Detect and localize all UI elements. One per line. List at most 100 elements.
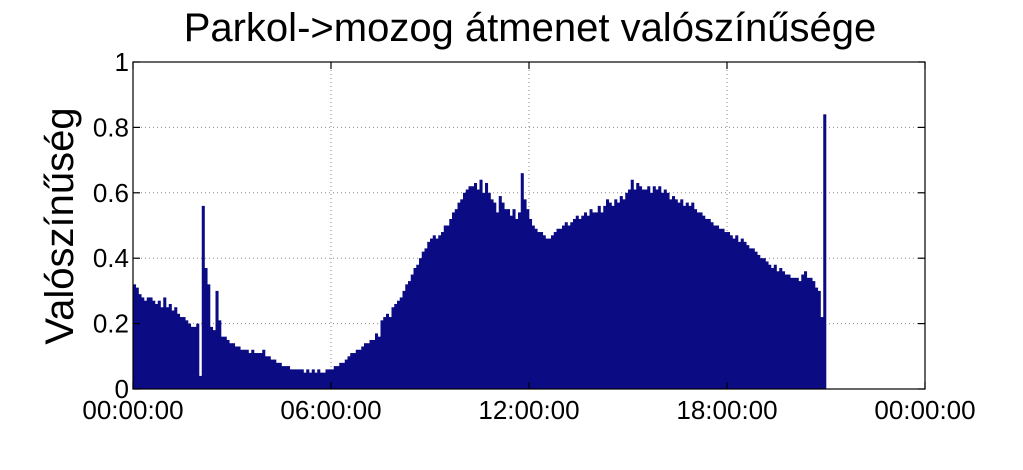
bar <box>581 215 585 389</box>
bar <box>243 349 247 389</box>
bar <box>281 366 285 389</box>
bar <box>680 199 684 389</box>
bar <box>663 189 667 389</box>
bar <box>432 235 436 389</box>
bar <box>276 362 280 389</box>
bar <box>793 277 797 389</box>
y-tick-label: 0.6 <box>93 178 129 208</box>
x-tick-label: 00:00:00 <box>874 395 975 425</box>
bar <box>542 235 546 389</box>
bar <box>823 114 827 389</box>
bar <box>210 326 214 389</box>
bar <box>523 199 527 389</box>
bar <box>141 297 145 389</box>
bar <box>468 186 472 389</box>
bar <box>784 274 788 389</box>
bar <box>344 359 348 389</box>
bar <box>562 225 566 389</box>
bar <box>611 205 615 389</box>
bar <box>358 349 362 389</box>
bar <box>188 323 192 389</box>
bar <box>655 189 659 389</box>
bar <box>809 277 813 389</box>
bar <box>614 199 618 389</box>
bar <box>223 336 227 389</box>
bar <box>221 336 225 389</box>
bar <box>699 212 703 389</box>
bar <box>768 264 772 389</box>
bar <box>724 232 728 389</box>
bar <box>295 369 299 389</box>
bar <box>559 228 563 389</box>
bar <box>419 258 423 389</box>
bar <box>705 218 709 389</box>
bar <box>408 281 412 389</box>
bar <box>402 290 406 389</box>
bar <box>311 369 315 389</box>
bar <box>146 297 150 389</box>
bar <box>754 251 758 389</box>
bar <box>650 192 654 389</box>
bar <box>160 307 164 389</box>
bar <box>355 349 359 389</box>
bar <box>262 349 266 389</box>
bar <box>589 209 593 389</box>
bar <box>600 212 604 389</box>
bar <box>339 362 343 389</box>
bar <box>776 271 780 389</box>
bar <box>325 369 329 389</box>
bar <box>817 290 821 389</box>
bar <box>669 199 673 389</box>
bar <box>199 375 203 389</box>
bar <box>795 277 799 389</box>
bar <box>501 202 505 389</box>
bar <box>424 248 428 389</box>
bar <box>322 372 326 389</box>
bar <box>218 320 222 389</box>
bar <box>375 333 379 389</box>
bar <box>232 343 236 389</box>
bar <box>636 182 640 389</box>
bar <box>622 199 626 389</box>
bar <box>155 303 159 389</box>
bar <box>537 232 541 389</box>
bar <box>421 251 425 389</box>
bar <box>328 369 332 389</box>
y-tick-label: 0.8 <box>93 112 129 142</box>
bar <box>691 202 695 389</box>
bar <box>372 339 376 389</box>
bar <box>410 274 414 389</box>
bar <box>812 281 816 389</box>
bar <box>553 232 557 389</box>
bar <box>644 189 648 389</box>
bar <box>713 225 717 389</box>
bar <box>309 372 313 389</box>
x-tick-label: 18:00:00 <box>676 395 777 425</box>
bar <box>152 300 156 389</box>
bar <box>237 346 241 389</box>
bar <box>182 317 186 389</box>
bar <box>144 300 148 389</box>
bar <box>245 349 249 389</box>
x-tick-label: 00:00:00 <box>82 395 183 425</box>
bar <box>331 369 335 389</box>
bar <box>215 290 219 389</box>
bar <box>617 202 621 389</box>
bar <box>270 359 274 389</box>
bar <box>677 202 681 389</box>
bar <box>815 287 819 389</box>
bar <box>526 209 530 389</box>
bar <box>820 317 824 389</box>
bar <box>347 356 351 389</box>
bar <box>738 241 742 389</box>
bar <box>545 238 549 389</box>
bar <box>520 173 524 389</box>
bar <box>388 317 392 389</box>
bar <box>787 274 791 389</box>
bar <box>248 353 252 389</box>
bar <box>603 205 607 389</box>
bar <box>449 218 453 389</box>
bar <box>496 212 500 389</box>
bar <box>259 353 263 389</box>
bar <box>773 264 777 389</box>
